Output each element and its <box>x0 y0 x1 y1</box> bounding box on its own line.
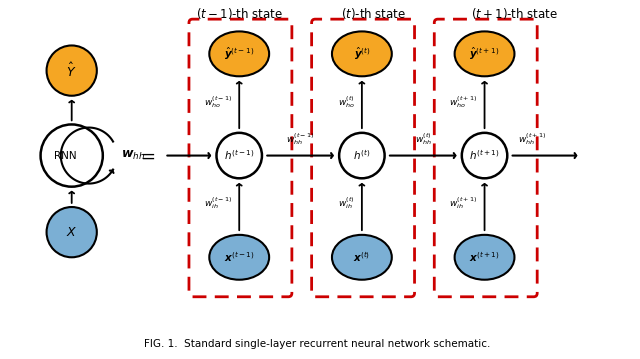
Text: $h^{(t)}$: $h^{(t)}$ <box>353 149 371 163</box>
Text: $w_{ho}^{(t-1)}$: $w_{ho}^{(t-1)}$ <box>204 94 232 109</box>
Text: $w_{hh}^{(t)}$: $w_{hh}^{(t)}$ <box>415 131 432 146</box>
Text: $\hat{\boldsymbol{y}}^{(t-1)}$: $\hat{\boldsymbol{y}}^{(t-1)}$ <box>224 46 254 62</box>
Text: $w_{ih}^{(t-1)}$: $w_{ih}^{(t-1)}$ <box>204 196 232 211</box>
Text: $\boldsymbol{x}^{(t-1)}$: $\boldsymbol{x}^{(t-1)}$ <box>224 250 255 264</box>
Ellipse shape <box>454 32 515 76</box>
Text: $w_{ho}^{(t+1)}$: $w_{ho}^{(t+1)}$ <box>449 94 477 109</box>
Text: $\boldsymbol{w}_{hh}$: $\boldsymbol{w}_{hh}$ <box>120 149 145 162</box>
Text: $w_{hh}^{(t-1)}$: $w_{hh}^{(t-1)}$ <box>286 131 315 146</box>
Text: $w_{ih}^{(t)}$: $w_{ih}^{(t)}$ <box>338 196 355 211</box>
Text: $=$: $=$ <box>137 146 156 164</box>
Ellipse shape <box>332 235 392 280</box>
Ellipse shape <box>209 235 269 280</box>
Circle shape <box>47 207 97 257</box>
Ellipse shape <box>454 235 515 280</box>
Ellipse shape <box>209 32 269 76</box>
Text: $(t)$-th state: $(t)$-th state <box>341 6 406 21</box>
Text: $\hat{Y}$: $\hat{Y}$ <box>67 62 77 80</box>
Text: $\boldsymbol{x}^{(t)}$: $\boldsymbol{x}^{(t)}$ <box>353 250 371 264</box>
Text: FIG. 1.  Standard single-layer recurrent neural network schematic.: FIG. 1. Standard single-layer recurrent … <box>144 339 490 349</box>
Text: $(t+1)$-th state: $(t+1)$-th state <box>471 6 558 21</box>
Circle shape <box>40 125 103 187</box>
Text: $h^{(t-1)}$: $h^{(t-1)}$ <box>224 149 255 163</box>
Ellipse shape <box>332 32 392 76</box>
Text: $h^{(t+1)}$: $h^{(t+1)}$ <box>469 149 500 163</box>
Circle shape <box>216 133 262 178</box>
Text: $w_{ih}^{(t+1)}$: $w_{ih}^{(t+1)}$ <box>449 196 477 211</box>
Text: $(t-1)$-th state: $(t-1)$-th state <box>196 6 283 21</box>
Circle shape <box>47 46 97 96</box>
Text: $\boldsymbol{x}^{(t+1)}$: $\boldsymbol{x}^{(t+1)}$ <box>469 250 500 264</box>
Text: RNN: RNN <box>54 150 77 160</box>
Text: $\hat{\boldsymbol{y}}^{(t+1)}$: $\hat{\boldsymbol{y}}^{(t+1)}$ <box>469 46 500 62</box>
Text: $X$: $X$ <box>66 226 77 239</box>
Text: $\hat{\boldsymbol{y}}^{(t)}$: $\hat{\boldsymbol{y}}^{(t)}$ <box>353 46 371 62</box>
Text: $w_{hh}^{(t+1)}$: $w_{hh}^{(t+1)}$ <box>518 131 547 146</box>
Circle shape <box>339 133 385 178</box>
Text: $w_{ho}^{(t)}$: $w_{ho}^{(t)}$ <box>338 94 355 109</box>
Circle shape <box>462 133 508 178</box>
